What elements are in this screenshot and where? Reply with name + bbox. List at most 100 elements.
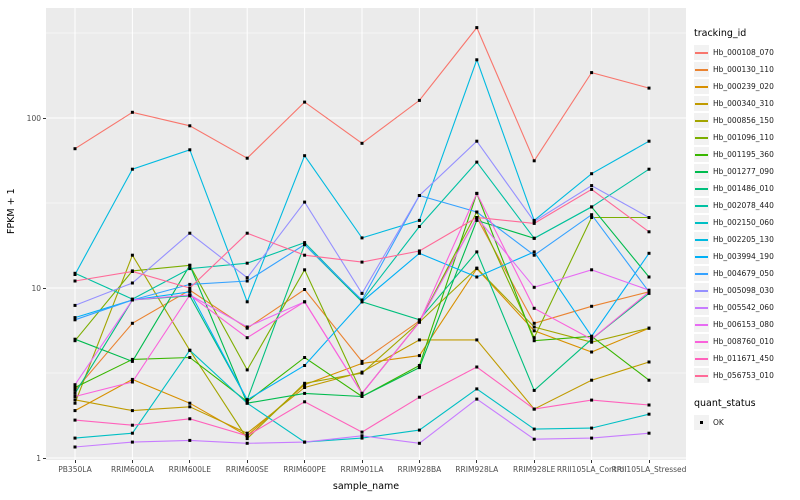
data-point [245,437,249,441]
legend-entry: Hb_004679_050 [694,265,798,282]
data-point [647,360,651,364]
legend-label: Hb_002205_130 [713,235,774,244]
data-point [245,231,249,235]
data-point [475,191,479,195]
legend-label: Hb_004679_050 [713,269,774,278]
data-point [360,371,364,375]
legend-label: Hb_001486_010 [713,184,774,193]
data-point [475,365,479,369]
x-tick-label: RRIM600PE [283,465,326,474]
line-swatch-icon [695,357,708,360]
data-point [188,288,192,292]
data-point [303,288,307,291]
data-point [188,124,192,128]
data-point [303,154,307,158]
data-point [532,325,536,329]
data-point [303,268,307,272]
legend-label: Hb_001195_360 [713,150,774,159]
legend-entry: Hb_001277_090 [694,163,798,180]
data-point [590,436,594,440]
data-point [360,141,364,145]
x-tick-mark [476,460,478,463]
data-point [647,431,651,435]
data-point [360,434,364,438]
data-point [590,71,594,75]
line-swatch-icon [695,374,708,377]
data-point [475,160,479,164]
data-point [245,434,249,438]
legend-key [694,300,709,315]
legend-title-quant-status: quant_status [694,398,756,409]
y-tick-mark [43,117,46,119]
legend-entry: Hb_002150_060 [694,214,798,231]
data-point [245,336,249,340]
legend-label: OK [713,418,724,427]
data-point [245,401,249,405]
legend-key [694,45,709,60]
x-tick-mark [246,460,248,463]
legend-entry: Hb_005542_060 [694,299,798,316]
legend-key [694,317,709,332]
x-tick-label: RRIM600SE [225,465,269,474]
line-swatch-icon [695,238,708,241]
data-point [73,401,77,405]
data-point [130,440,134,444]
line-swatch-icon [695,187,708,190]
data-point [360,391,364,395]
data-point [130,110,134,114]
data-point [130,409,134,413]
data-point [417,338,421,342]
data-point [532,437,536,441]
data-point [647,290,651,294]
data-point [417,364,421,367]
legend-key [694,266,709,281]
legend-entries: Hb_000108_070 Hb_000130_110 Hb_000239_020 H… [694,44,798,384]
data-point [73,316,77,320]
legend-key [694,249,709,264]
data-point [73,383,77,387]
legend-label: Hb_002150_060 [713,218,774,227]
data-point [647,403,651,407]
plot-area [46,8,686,460]
data-point [475,387,479,391]
x-tick-label: RRIM928LA [455,465,499,474]
line-swatch-icon [695,323,708,326]
data-point [532,253,536,257]
line-swatch-icon [695,340,708,343]
data-point [245,398,249,402]
data-point [647,167,651,171]
legend-entry: Hb_003994_190 [694,248,798,265]
data-point [303,253,307,257]
line-swatch-icon [695,136,708,139]
data-point [417,251,421,255]
legend-key [694,164,709,179]
data-point [647,139,651,143]
data-point [245,400,249,403]
data-point [475,139,479,143]
black-square-point-icon [700,421,703,424]
legend-key [694,198,709,213]
data-point [647,291,651,295]
data-point [245,156,249,160]
data-point [303,243,307,247]
legend-entry: Hb_002205_130 [694,231,798,248]
legend-label: Hb_002078_440 [713,201,774,210]
data-point [532,250,536,254]
data-point [73,391,77,395]
data-point [590,334,594,338]
data-point [245,441,249,445]
data-point [417,98,421,102]
data-point [360,395,364,398]
data-point [303,381,307,385]
data-point [647,86,651,90]
data-point [188,231,192,235]
legend-label: Hb_000239_020 [713,82,774,91]
data-point [130,167,134,171]
data-point [647,251,651,255]
data-point [73,398,77,402]
line-swatch-icon [695,306,708,309]
data-point [73,388,77,392]
data-point [130,423,134,427]
data-point [303,356,307,359]
data-point [647,288,651,292]
